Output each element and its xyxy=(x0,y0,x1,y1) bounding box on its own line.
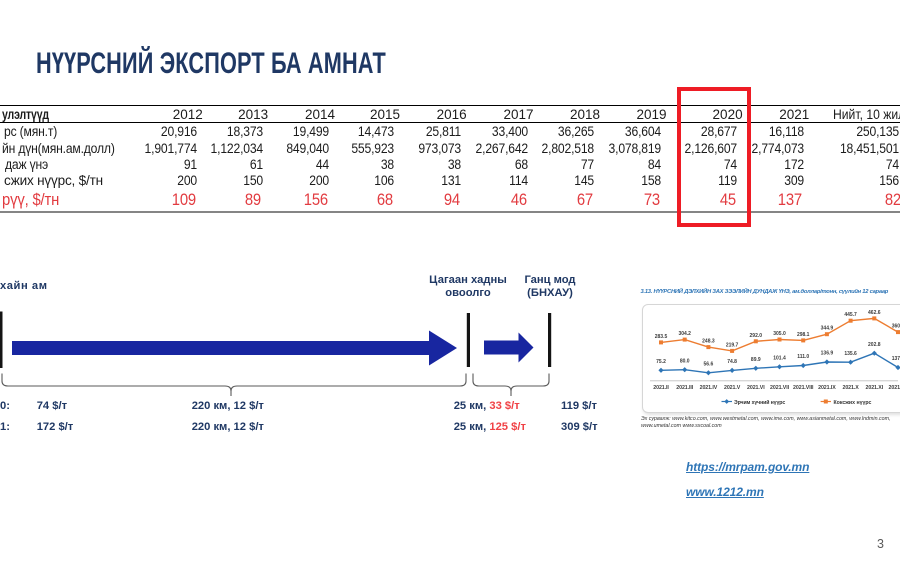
svg-text:136.9: 136.9 xyxy=(821,351,834,357)
svg-text:462.6: 462.6 xyxy=(868,310,881,316)
svg-text:2021.IV: 2021.IV xyxy=(700,385,718,391)
svg-text:2021.X: 2021.X xyxy=(842,385,859,391)
svg-text:298.1: 298.1 xyxy=(797,332,810,338)
svg-text:101.4: 101.4 xyxy=(773,356,786,362)
svg-text:304.2: 304.2 xyxy=(678,331,691,337)
svg-text:80.0: 80.0 xyxy=(680,358,690,364)
svg-text:2021.XI: 2021.XI xyxy=(866,385,884,391)
svg-text:2021.III: 2021.III xyxy=(676,385,693,391)
svg-text:2021.V: 2021.V xyxy=(724,385,741,391)
svg-text:2021.II: 2021.II xyxy=(653,385,669,391)
svg-text:283.5: 283.5 xyxy=(655,334,668,340)
svg-text:2021.XII: 2021.XII xyxy=(889,385,900,391)
svg-text:74.8: 74.8 xyxy=(727,359,737,365)
svg-text:2021.VI: 2021.VI xyxy=(747,385,765,391)
svg-text:75.2: 75.2 xyxy=(656,359,666,365)
svg-text:56.6: 56.6 xyxy=(704,362,714,368)
svg-text:111.0: 111.0 xyxy=(797,354,809,360)
svg-text:219.7: 219.7 xyxy=(726,342,739,348)
svg-text:202.8: 202.8 xyxy=(868,342,881,348)
svg-text:Эрчим хүчний нүүрс: Эрчим хүчний нүүрс xyxy=(734,399,785,406)
svg-text:2021.VIII: 2021.VIII xyxy=(793,385,814,391)
svg-text:89.9: 89.9 xyxy=(751,357,761,363)
svg-text:344.9: 344.9 xyxy=(821,326,834,332)
svg-text:Коксжих нүүрс: Коксжих нүүрс xyxy=(834,400,872,406)
svg-text:360.4: 360.4 xyxy=(892,324,900,330)
svg-text:305.0: 305.0 xyxy=(773,331,786,337)
svg-text:248.3: 248.3 xyxy=(702,339,715,345)
svg-text:137.9: 137.9 xyxy=(892,356,900,362)
svg-text:2021.IX: 2021.IX xyxy=(818,385,836,391)
svg-text:292.0: 292.0 xyxy=(750,333,763,339)
svg-text:2021.VII: 2021.VII xyxy=(770,385,790,391)
svg-text:135.6: 135.6 xyxy=(844,351,857,357)
svg-text:445.7: 445.7 xyxy=(844,312,857,318)
